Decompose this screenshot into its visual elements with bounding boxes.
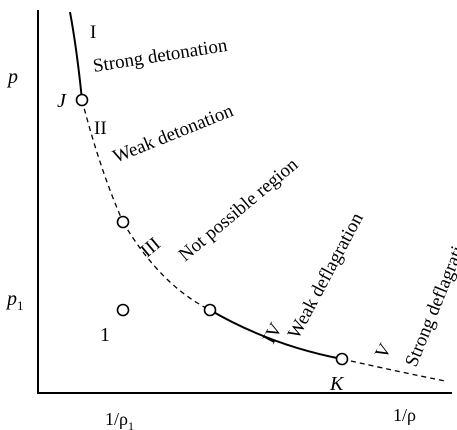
label-K: K xyxy=(329,373,345,395)
curve-strong-detonation xyxy=(69,11,83,101)
curve-not-possible xyxy=(122,221,211,311)
region-V-label: Strong deflagration xyxy=(401,225,457,370)
label-initial-state: 1 xyxy=(100,324,110,346)
point-J xyxy=(75,93,89,107)
region-IV-label: Weak deflagration xyxy=(284,209,368,342)
curve-strong-deflagration xyxy=(341,358,446,382)
region-V-numeral: V xyxy=(371,340,396,363)
curve-weak-deflagration xyxy=(209,309,343,360)
point-lower-tangent xyxy=(203,303,217,317)
y-tick-p1: p1 xyxy=(5,288,24,313)
region-I-numeral: I xyxy=(90,22,96,43)
x-tick-rho1: 1/ρ1 xyxy=(105,409,134,430)
point-initial-state xyxy=(116,303,130,317)
region-III-numeral: III xyxy=(137,234,165,262)
y-axis-label: p xyxy=(6,66,18,88)
region-II-label: Weak detonation xyxy=(110,100,237,168)
point-upper-tangent xyxy=(116,215,130,229)
region-II-numeral: II xyxy=(94,118,107,139)
x-axis-label: 1/ρ xyxy=(393,405,416,425)
region-I-label: Strong detonation xyxy=(91,35,229,77)
region-III-label: Not possible region xyxy=(175,154,303,266)
point-K xyxy=(335,352,349,366)
label-J: J xyxy=(57,90,67,112)
